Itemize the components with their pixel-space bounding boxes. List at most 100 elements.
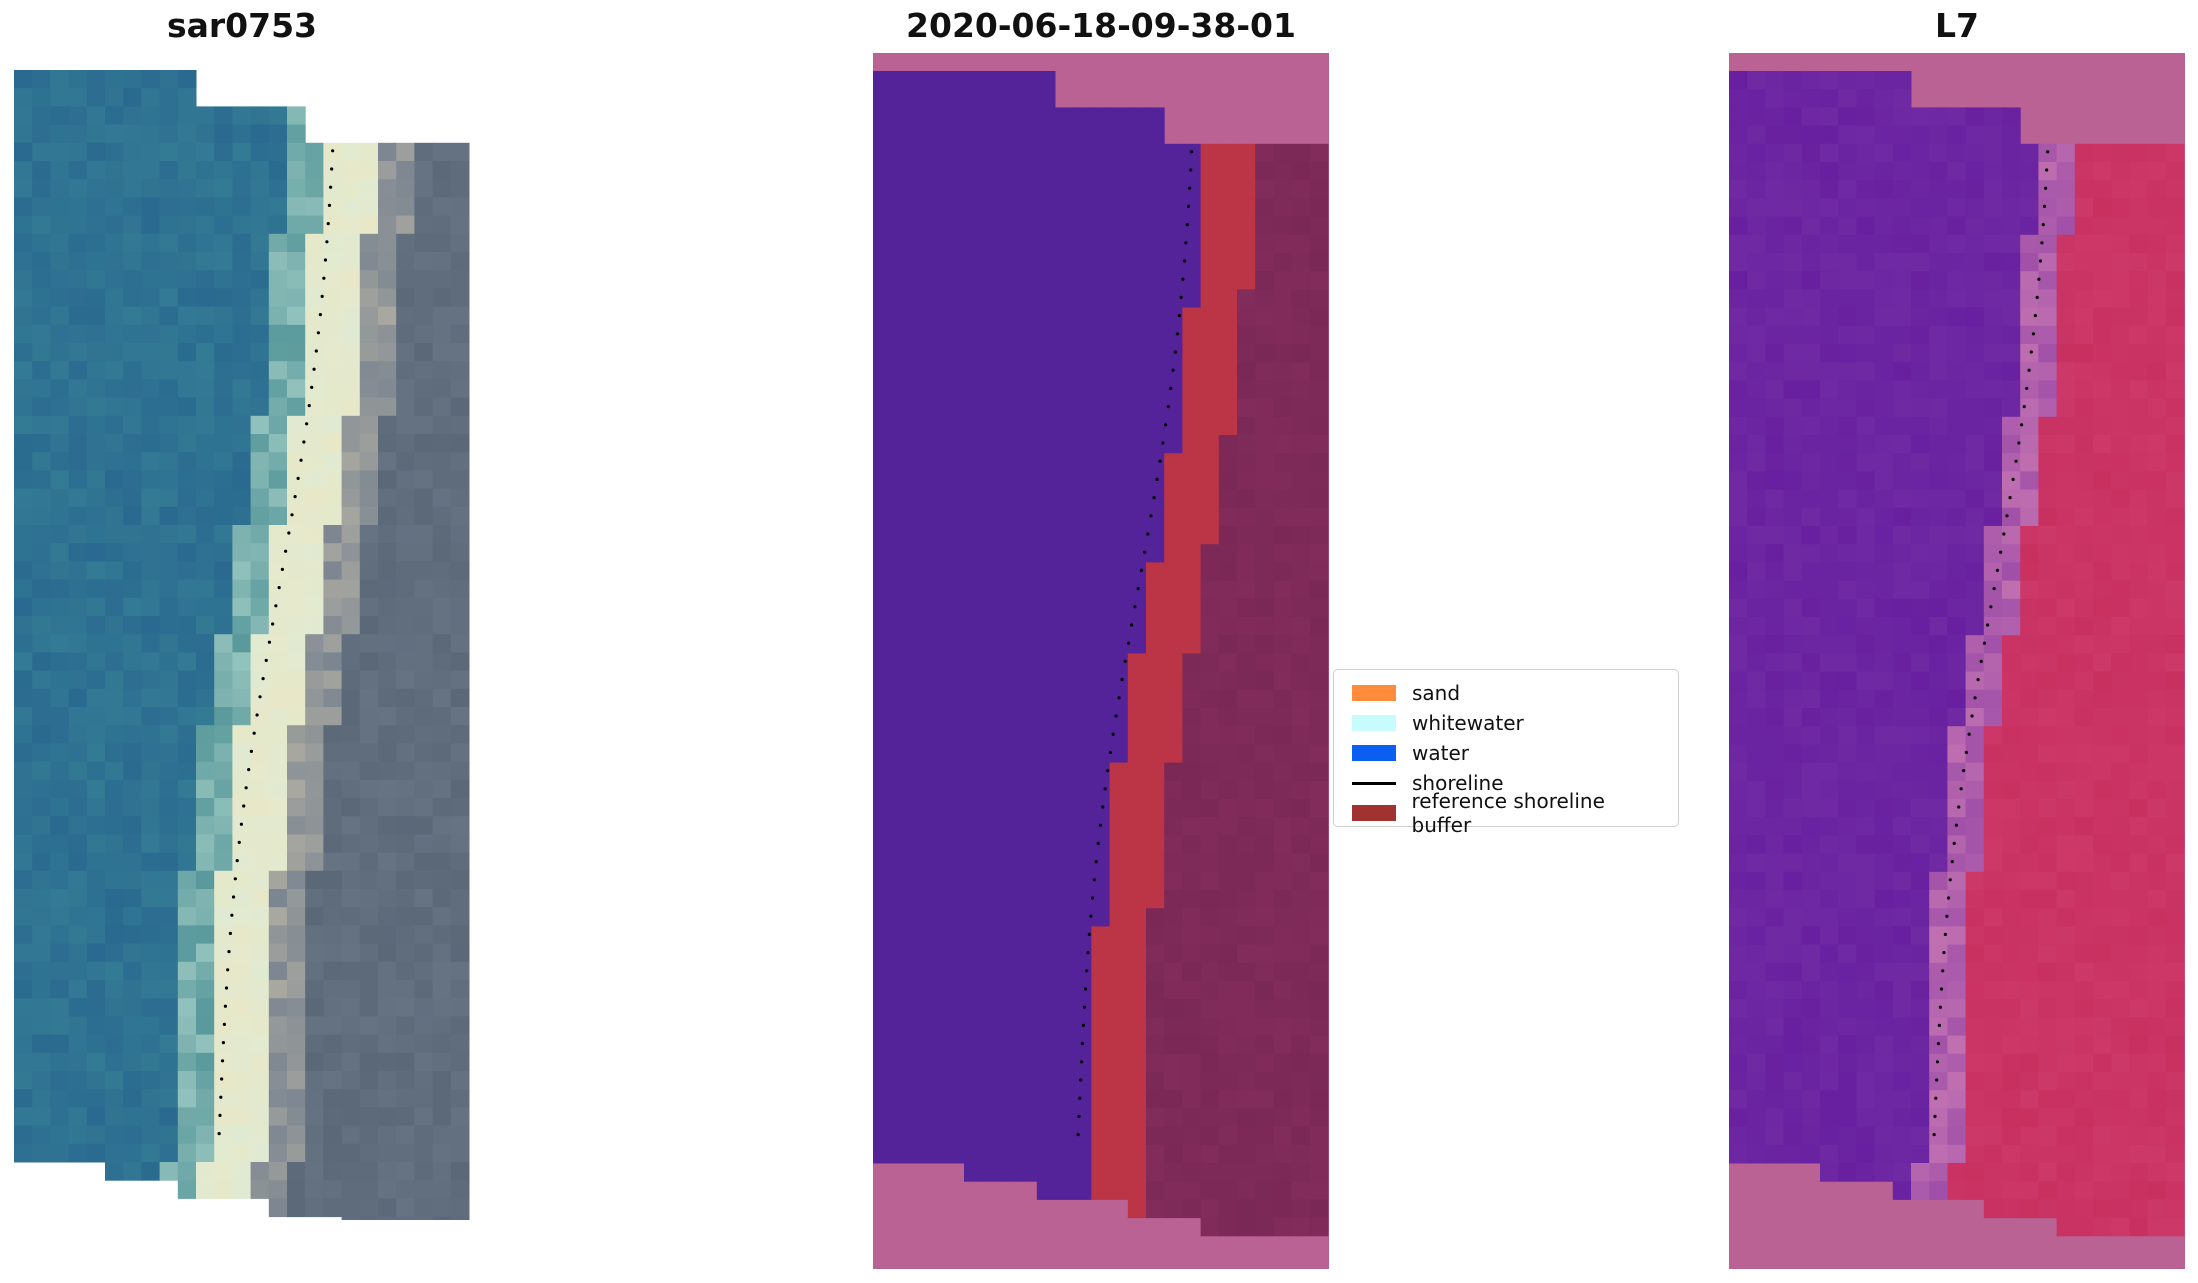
index-pixel <box>1892 890 1912 909</box>
class-pixel <box>1000 362 1020 381</box>
rgb-pixel <box>378 543 397 562</box>
index-pixel <box>1929 1163 1948 1182</box>
rgb-pixel <box>287 525 306 544</box>
index-pixel <box>2074 1035 2094 1055</box>
class-pixel <box>1309 944 1329 964</box>
shoreline-point <box>316 331 320 335</box>
index-pixel <box>1911 1144 1930 1164</box>
rgb-pixel <box>196 1143 215 1163</box>
index-pixel <box>1783 1035 1803 1055</box>
index-pixel <box>1965 143 1985 163</box>
rgb-pixel <box>396 306 415 326</box>
rgb-pixel <box>14 743 33 763</box>
index-pixel <box>2056 580 2076 600</box>
index-pixel <box>2129 544 2149 563</box>
class-pixel <box>1164 289 1183 309</box>
index-pixel <box>1929 180 1948 199</box>
index-pixel <box>2056 962 2076 982</box>
index-pixel <box>1747 162 1766 181</box>
class-pixel <box>909 234 929 254</box>
shoreline-point <box>218 1113 222 1117</box>
rgb-pixel <box>378 215 397 235</box>
rgb-pixel <box>341 415 361 435</box>
index-pixel <box>2165 562 2185 582</box>
class-pixel <box>1255 926 1274 946</box>
rgb-pixel <box>123 834 142 854</box>
index-pixel <box>2111 198 2130 218</box>
index-pixel <box>1729 617 1748 636</box>
index-pixel <box>1947 453 1967 472</box>
class-pixel <box>982 617 1001 636</box>
shoreline-point <box>290 513 294 517</box>
class-pixel <box>982 89 1001 108</box>
rgb-pixel <box>341 943 361 963</box>
class-pixel <box>1109 944 1129 964</box>
class-pixel <box>1237 1217 1256 1237</box>
class-pixel <box>1291 853 1311 873</box>
index-pixel <box>2038 162 2058 181</box>
rgb-pixel <box>68 943 88 963</box>
class-pixel <box>1237 344 1256 363</box>
index-pixel <box>1929 107 1948 127</box>
class-pixel <box>927 653 947 673</box>
rgb-pixel <box>287 270 306 289</box>
rgb-pixel <box>323 252 343 271</box>
rgb-pixel <box>196 943 215 963</box>
class-pixel <box>1091 671 1111 691</box>
index-pixel <box>2038 253 2058 272</box>
rgb-pixel <box>196 1107 215 1127</box>
index-pixel <box>1765 380 1785 400</box>
rgb-pixel <box>232 361 252 380</box>
rgb-pixel <box>287 434 306 453</box>
index-pixel <box>1929 799 1948 818</box>
class-pixel <box>1073 962 1092 982</box>
index-pixel <box>1929 162 1948 181</box>
class-pixel <box>1255 908 1274 927</box>
class-pixel <box>1164 817 1183 836</box>
index-pixel <box>1911 871 1930 891</box>
rgb-pixel <box>196 470 215 490</box>
index-pixel <box>2038 489 2058 509</box>
class-pixel <box>945 307 965 327</box>
shoreline-point <box>1950 860 1954 864</box>
class-pixel <box>1036 580 1056 600</box>
rgb-pixel <box>141 925 161 945</box>
rgb-pixel <box>123 1089 142 1108</box>
index-pixel <box>2111 598 2130 618</box>
class-pixel <box>1146 580 1165 600</box>
class-pixel <box>1091 1108 1111 1128</box>
rgb-pixel <box>396 1198 415 1218</box>
rgb-pixel <box>414 1216 434 1220</box>
shoreline-point <box>1959 787 1963 791</box>
class-pixel <box>1073 780 1092 800</box>
index-pixel <box>2147 890 2167 909</box>
rgb-pixel <box>177 998 197 1017</box>
rgb-pixel <box>177 1016 197 1036</box>
index-pixel <box>2147 143 2167 163</box>
rgb-pixel <box>214 616 233 635</box>
class-pixel <box>1018 216 1038 236</box>
shoreline-point <box>2014 459 2018 463</box>
class-pixel <box>1018 507 1038 527</box>
rgb-pixel <box>250 215 270 235</box>
rgb-pixel <box>68 961 88 981</box>
class-pixel <box>1309 307 1329 327</box>
rgb-pixel <box>287 798 306 817</box>
index-pixel <box>1929 1144 1948 1164</box>
class-pixel <box>909 908 929 927</box>
index-pixel <box>1947 143 1967 163</box>
class-pixel <box>909 853 929 873</box>
rgb-pixel <box>341 670 361 690</box>
rgb-pixel <box>32 561 51 581</box>
class-pixel <box>1273 598 1293 618</box>
class-pixel <box>1036 653 1056 673</box>
rgb-pixel <box>414 252 434 271</box>
rgb-pixel <box>250 525 270 544</box>
rgb-pixel <box>141 70 161 89</box>
class-pixel <box>873 71 892 90</box>
index-pixel <box>2129 689 2149 709</box>
rgb-pixel <box>86 961 106 981</box>
index-pixel <box>1892 617 1912 636</box>
shoreline-point <box>1952 841 1956 846</box>
rgb-pixel <box>141 270 161 289</box>
